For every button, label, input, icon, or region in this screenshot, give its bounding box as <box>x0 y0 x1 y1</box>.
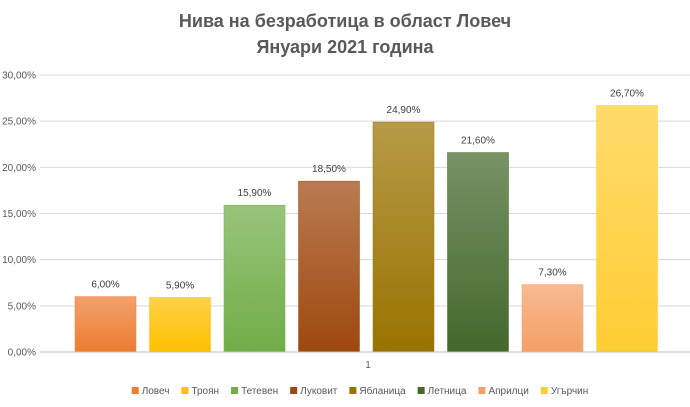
data-label-2: 5,90% <box>166 281 194 292</box>
bar-2 <box>149 297 211 353</box>
bar-7 <box>521 284 584 353</box>
data-label-8: 26,70% <box>610 88 644 99</box>
bar-5 <box>372 121 435 353</box>
y-axis-ticks: 0,00% 5,00% 10,00% 15,00% 20,00% 25,00% 30,00% <box>2 71 36 359</box>
data-label-3: 15,90% <box>238 188 272 199</box>
legend-label-4: Луковит <box>300 386 338 397</box>
legend-swatch-4 <box>290 387 298 394</box>
y-tick-label: 30,00% <box>2 71 36 82</box>
legend-label-5: Ябланица <box>359 385 406 397</box>
legend-swatch-6 <box>417 387 425 394</box>
legend-swatch-8 <box>540 387 548 394</box>
legend-swatch-1 <box>131 387 139 394</box>
legend-label-8: Угърчин <box>551 386 588 397</box>
legend-label-7: Априлци <box>488 386 528 397</box>
gridlines <box>40 74 690 307</box>
legend-swatch-3 <box>231 387 239 394</box>
legend-label-6: Летница <box>428 386 467 397</box>
chart-title-line-1: Нива на безработица в област Ловеч <box>179 11 511 31</box>
legend-swatch-5 <box>349 387 357 394</box>
legend-label-1: Ловеч <box>142 386 170 397</box>
data-label-6: 21,60% <box>461 136 495 147</box>
legend-label-2: Троян <box>191 386 219 397</box>
data-label-1: 6,00% <box>91 280 119 291</box>
legend-swatch-2 <box>181 387 189 394</box>
y-tick-label: 25,00% <box>2 117 36 128</box>
legend-swatch-7 <box>478 387 486 394</box>
bars <box>74 105 658 353</box>
bar-1 <box>74 296 137 353</box>
data-label-7: 7,30% <box>538 268 566 279</box>
x-tick-label: 1 <box>365 360 371 371</box>
y-tick-label: 15,00% <box>2 209 36 220</box>
bar-6 <box>447 152 509 353</box>
y-tick-label: 5,00% <box>8 301 36 312</box>
data-label-5: 24,90% <box>387 105 421 116</box>
bar-4 <box>298 180 360 353</box>
legend: Ловеч Троян Тетевен Луковит Ябланица Летница А… <box>131 385 588 397</box>
data-label-4: 18,50% <box>312 164 346 175</box>
y-tick-label: 0,00% <box>8 348 36 359</box>
y-tick-label: 10,00% <box>2 255 36 266</box>
legend-label-3: Тетевен <box>241 386 278 397</box>
data-labels: 6,00% 5,90% 15,90% 18,50% 24,90% 21,60% 7,30% 2… <box>91 88 644 291</box>
y-tick-label: 20,00% <box>2 163 36 174</box>
bar-3 <box>223 204 286 353</box>
chart-title-line-2: Януари 2021 година <box>256 37 434 57</box>
bar-8 <box>596 105 658 353</box>
